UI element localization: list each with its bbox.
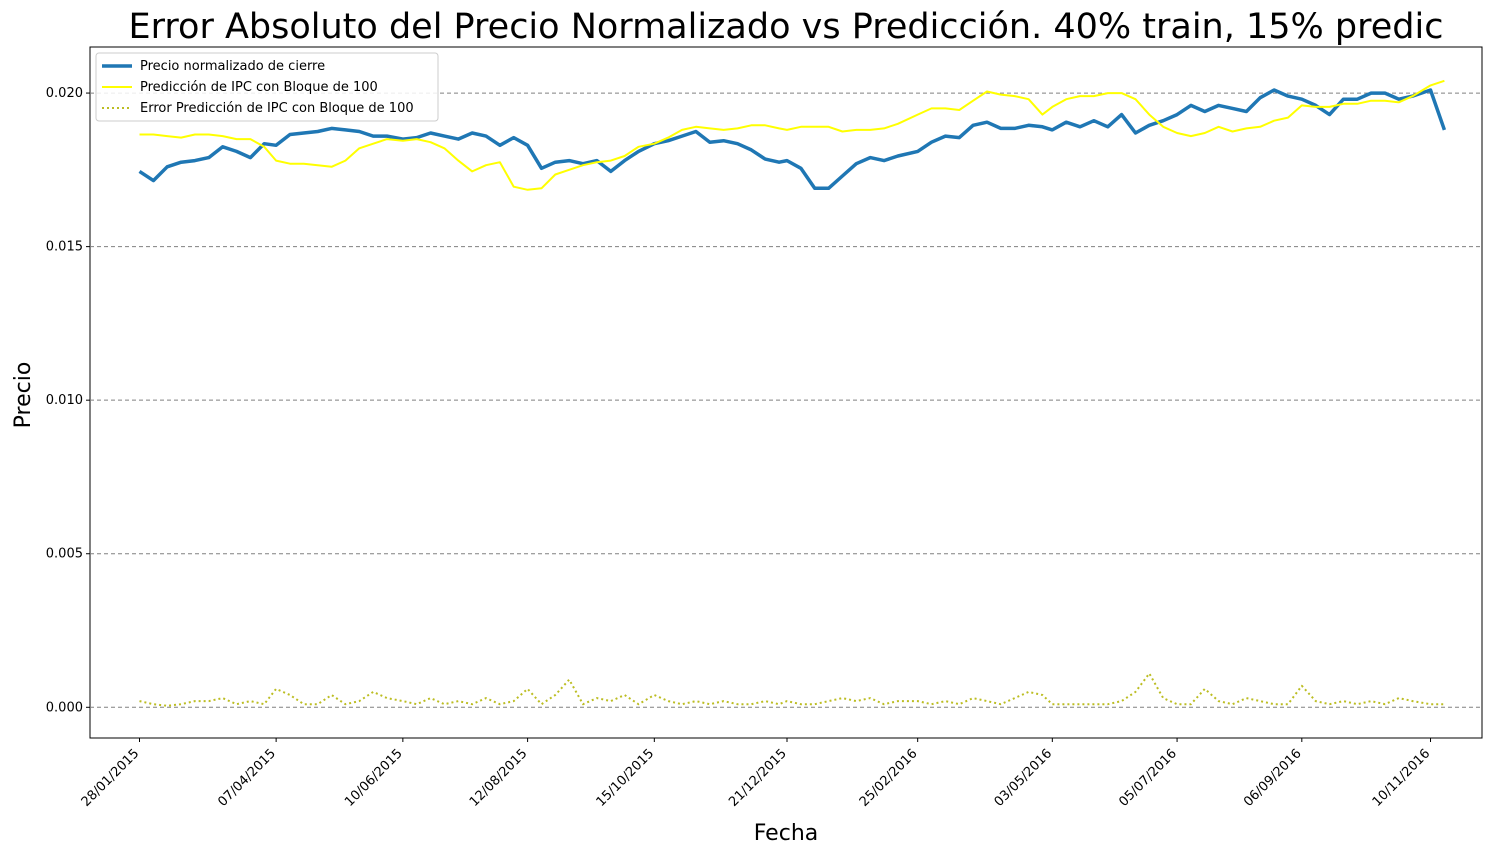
legend-label: Error Predicción de IPC con Bloque de 10…	[140, 101, 414, 116]
x-tick-label: 28/01/2015	[79, 746, 143, 810]
x-tick-label: 12/08/2015	[467, 746, 531, 810]
x-tick-label: 21/12/2015	[726, 746, 790, 810]
y-tick-label: 0.000	[46, 700, 83, 715]
y-axis-label: Precio	[11, 362, 36, 429]
series-group	[138, 79, 1447, 707]
y-axis: 0.000 0.005 0.010 0.015 0.020	[46, 86, 90, 715]
legend-label: Predicción de IPC con Bloque de 100	[140, 80, 378, 95]
grid-lines	[90, 92, 1482, 708]
x-tick-label: 10/06/2015	[342, 746, 406, 810]
legend-box	[95, 52, 439, 122]
x-tick-label: 05/07/2016	[1116, 746, 1180, 810]
x-tick-label: 07/04/2015	[215, 746, 279, 810]
y-tick-label: 0.010	[46, 393, 83, 408]
x-tick-label: 10/11/2016	[1370, 746, 1434, 810]
y-tick-label: 0.005	[46, 547, 83, 562]
y-tick-label: 0.015	[46, 240, 83, 255]
series-line-2	[139, 79, 1445, 191]
legend-label: Precio normalizado de cierre	[140, 59, 325, 74]
legend: Precio normalizado de cierre Predicción d…	[95, 52, 439, 122]
y-tick-label: 0.020	[46, 86, 83, 101]
x-axis-label: Fecha	[754, 821, 819, 846]
x-tick-label: 15/10/2015	[594, 746, 658, 810]
x-tick-label: 25/02/2016	[857, 746, 921, 810]
plot-area	[89, 46, 1483, 739]
series-line-3	[139, 672, 1445, 707]
x-tick-label: 03/05/2016	[992, 746, 1056, 810]
chart-title: Error Absoluto del Precio Normalizado vs…	[129, 7, 1444, 47]
x-tick-label: 06/09/2016	[1241, 746, 1305, 810]
plot-frame	[89, 46, 1483, 739]
series-line-1	[138, 88, 1447, 191]
x-axis: 28/01/2015 07/04/2015 10/06/2015 12/08/2015…	[79, 738, 1434, 810]
